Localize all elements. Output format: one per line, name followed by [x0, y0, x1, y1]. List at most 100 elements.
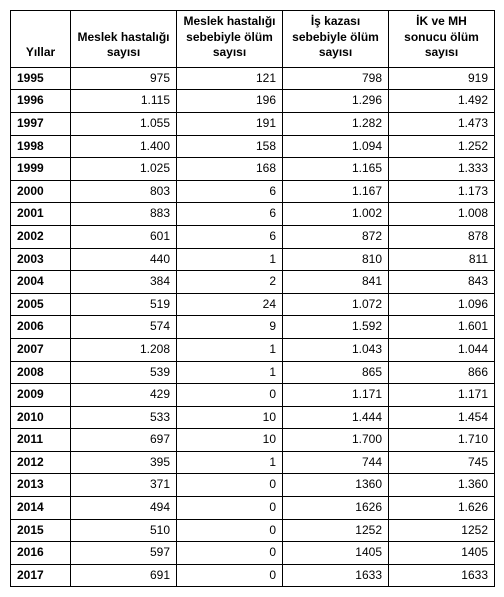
cell-value: 0: [177, 542, 283, 565]
cell-value: 1.282: [283, 112, 389, 135]
cell-year: 2014: [11, 497, 71, 520]
cell-year: 2009: [11, 384, 71, 407]
cell-value: 1.008: [389, 203, 495, 226]
cell-value: 1.626: [389, 497, 495, 520]
cell-year: 1999: [11, 158, 71, 181]
cell-value: 0: [177, 564, 283, 587]
cell-value: 744: [283, 451, 389, 474]
table-header-row: Yıllar Meslek hastalığı sayısı Meslek ha…: [11, 11, 495, 68]
cell-value: 0: [177, 384, 283, 407]
cell-year: 2012: [11, 451, 71, 474]
table-row: 200080361.1671.173: [11, 180, 495, 203]
cell-value: 10: [177, 429, 283, 452]
cell-year: 2015: [11, 519, 71, 542]
table-row: 2017691016331633: [11, 564, 495, 587]
cell-value: 878: [389, 225, 495, 248]
table-row: 200657491.5921.601: [11, 316, 495, 339]
cell-value: 841: [283, 271, 389, 294]
cell-year: 1998: [11, 135, 71, 158]
cell-year: 1996: [11, 90, 71, 113]
cell-value: 1.208: [71, 338, 177, 361]
cell-year: 2013: [11, 474, 71, 497]
cell-year: 2003: [11, 248, 71, 271]
cell-value: 1252: [283, 519, 389, 542]
cell-value: 1360: [283, 474, 389, 497]
table-row: 20071.20811.0431.044: [11, 338, 495, 361]
table-row: 2016597014051405: [11, 542, 495, 565]
cell-value: 1.173: [389, 180, 495, 203]
cell-value: 1633: [389, 564, 495, 587]
table-row: 2013371013601.360: [11, 474, 495, 497]
cell-value: 1.055: [71, 112, 177, 135]
cell-value: 1: [177, 338, 283, 361]
table-row: 20043842841843: [11, 271, 495, 294]
col-header-disease-deaths: Meslek hastalığı sebebiyle ölüm sayısı: [177, 11, 283, 68]
table-row: 2010533101.4441.454: [11, 406, 495, 429]
cell-value: 1.096: [389, 293, 495, 316]
cell-value: 1.492: [389, 90, 495, 113]
cell-value: 1.360: [389, 474, 495, 497]
table-row: 19981.4001581.0941.252: [11, 135, 495, 158]
cell-value: 1.296: [283, 90, 389, 113]
cell-year: 2017: [11, 564, 71, 587]
cell-value: 1405: [283, 542, 389, 565]
table-row: 19991.0251681.1651.333: [11, 158, 495, 181]
cell-value: 1: [177, 451, 283, 474]
cell-year: 2007: [11, 338, 71, 361]
cell-value: 1.043: [283, 338, 389, 361]
col-header-total-deaths: İK ve MH sonucu ölüm sayısı: [389, 11, 495, 68]
cell-value: 919: [389, 67, 495, 90]
cell-value: 1.025: [71, 158, 177, 181]
cell-value: 494: [71, 497, 177, 520]
cell-value: 1.044: [389, 338, 495, 361]
cell-value: 2: [177, 271, 283, 294]
cell-value: 745: [389, 451, 495, 474]
table-row: 20026016872878: [11, 225, 495, 248]
cell-value: 440: [71, 248, 177, 271]
cell-value: 1.454: [389, 406, 495, 429]
cell-year: 2001: [11, 203, 71, 226]
cell-value: 0: [177, 519, 283, 542]
cell-value: 1.171: [283, 384, 389, 407]
cell-year: 2005: [11, 293, 71, 316]
cell-value: 843: [389, 271, 495, 294]
cell-year: 2000: [11, 180, 71, 203]
cell-value: 811: [389, 248, 495, 271]
cell-value: 6: [177, 203, 283, 226]
table-row: 19971.0551911.2821.473: [11, 112, 495, 135]
cell-value: 533: [71, 406, 177, 429]
cell-value: 1.167: [283, 180, 389, 203]
cell-value: 1: [177, 248, 283, 271]
table-row: 19961.1151961.2961.492: [11, 90, 495, 113]
cell-value: 883: [71, 203, 177, 226]
cell-value: 395: [71, 451, 177, 474]
cell-value: 975: [71, 67, 177, 90]
cell-value: 1.400: [71, 135, 177, 158]
cell-value: 121: [177, 67, 283, 90]
cell-value: 0: [177, 497, 283, 520]
cell-value: 1: [177, 361, 283, 384]
cell-value: 810: [283, 248, 389, 271]
cell-value: 9: [177, 316, 283, 339]
cell-value: 1.252: [389, 135, 495, 158]
cell-year: 2008: [11, 361, 71, 384]
cell-year: 1995: [11, 67, 71, 90]
cell-value: 1.171: [389, 384, 495, 407]
cell-value: 191: [177, 112, 283, 135]
table-row: 20085391865866: [11, 361, 495, 384]
data-table: Yıllar Meslek hastalığı sayısı Meslek ha…: [10, 10, 495, 587]
cell-value: 1626: [283, 497, 389, 520]
table-row: 1995975121798919: [11, 67, 495, 90]
cell-year: 2011: [11, 429, 71, 452]
cell-value: 429: [71, 384, 177, 407]
cell-value: 597: [71, 542, 177, 565]
cell-value: 168: [177, 158, 283, 181]
table-row: 2014494016261.626: [11, 497, 495, 520]
col-header-accident-deaths: İş kazası sebebiyle ölüm sayısı: [283, 11, 389, 68]
table-row: 20034401810811: [11, 248, 495, 271]
cell-value: 384: [71, 271, 177, 294]
cell-value: 866: [389, 361, 495, 384]
cell-value: 1.444: [283, 406, 389, 429]
cell-value: 0: [177, 474, 283, 497]
col-header-year: Yıllar: [11, 11, 71, 68]
